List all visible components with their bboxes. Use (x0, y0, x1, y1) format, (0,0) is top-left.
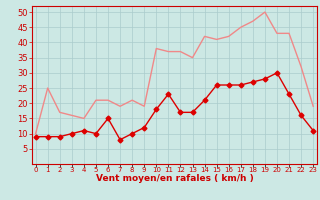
X-axis label: Vent moyen/en rafales ( km/h ): Vent moyen/en rafales ( km/h ) (96, 174, 253, 183)
